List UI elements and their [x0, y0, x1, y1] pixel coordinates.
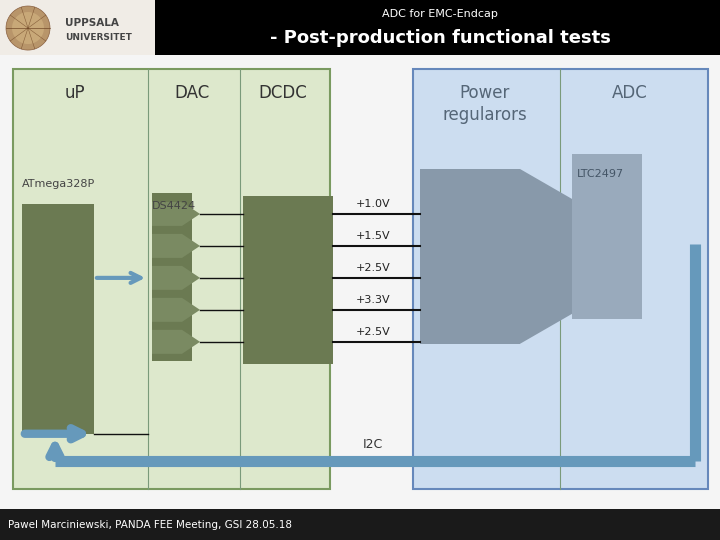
Polygon shape — [152, 298, 200, 322]
FancyBboxPatch shape — [572, 154, 642, 319]
Polygon shape — [152, 330, 200, 354]
Text: I2C: I2C — [363, 438, 383, 451]
FancyBboxPatch shape — [413, 69, 708, 489]
FancyBboxPatch shape — [155, 0, 720, 55]
FancyBboxPatch shape — [13, 69, 330, 489]
Polygon shape — [520, 169, 572, 344]
Text: uP: uP — [65, 84, 85, 102]
Text: +2.5V: +2.5V — [356, 327, 390, 337]
FancyBboxPatch shape — [0, 509, 720, 540]
Text: +1.0V: +1.0V — [356, 199, 390, 209]
FancyBboxPatch shape — [420, 169, 520, 344]
FancyBboxPatch shape — [152, 193, 192, 361]
Polygon shape — [6, 6, 50, 50]
Text: Pawel Marciniewski, PANDA FEE Meeting, GSI 28.05.18: Pawel Marciniewski, PANDA FEE Meeting, G… — [8, 520, 292, 530]
Text: +2.5V: +2.5V — [356, 263, 390, 273]
Text: Power
regularors: Power regularors — [443, 84, 527, 124]
Text: ADC: ADC — [612, 84, 648, 102]
Text: DCDC: DCDC — [258, 84, 307, 102]
Text: DAC: DAC — [174, 84, 210, 102]
Text: ATmega328P: ATmega328P — [22, 179, 95, 189]
Text: DS4424: DS4424 — [152, 201, 196, 211]
Polygon shape — [152, 266, 200, 290]
Text: +1.5V: +1.5V — [356, 231, 390, 241]
FancyBboxPatch shape — [22, 204, 94, 434]
Polygon shape — [152, 234, 200, 258]
Text: ADC for EMC-Endcap: ADC for EMC-Endcap — [382, 9, 498, 19]
FancyBboxPatch shape — [243, 196, 333, 364]
Text: UNIVERSITET: UNIVERSITET — [65, 32, 132, 42]
FancyBboxPatch shape — [0, 0, 155, 55]
Polygon shape — [152, 202, 200, 226]
Polygon shape — [12, 12, 44, 44]
Text: LTC2497: LTC2497 — [577, 169, 624, 179]
Text: +3.3V: +3.3V — [356, 295, 390, 305]
Text: - Post-production functional tests: - Post-production functional tests — [269, 29, 611, 47]
Text: UPPSALA: UPPSALA — [65, 18, 119, 28]
